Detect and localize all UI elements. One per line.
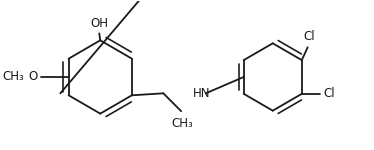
Text: HN: HN	[193, 87, 211, 100]
Text: CH₃: CH₃	[171, 117, 193, 130]
Text: O: O	[29, 70, 38, 84]
Text: OH: OH	[90, 17, 108, 30]
Text: Cl: Cl	[324, 87, 335, 100]
Text: Cl: Cl	[304, 30, 316, 43]
Text: CH₃: CH₃	[3, 70, 24, 84]
